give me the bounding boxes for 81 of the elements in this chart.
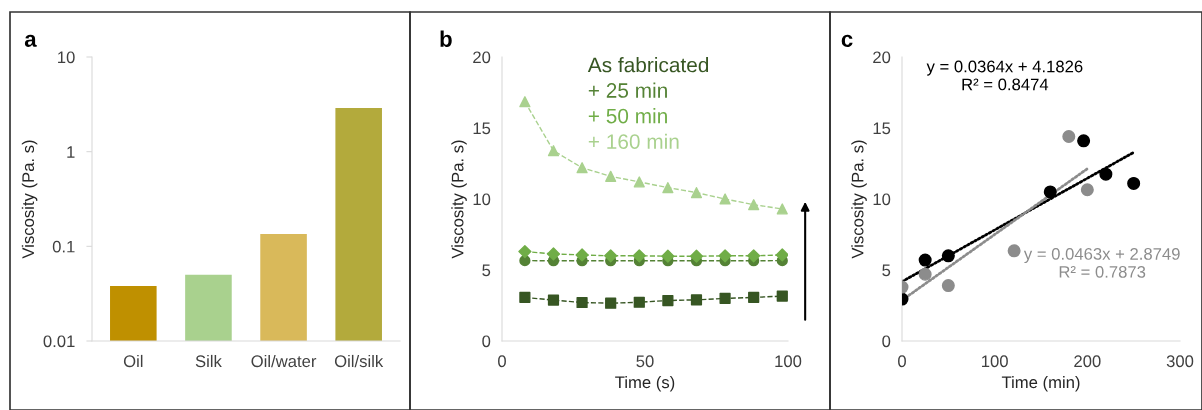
x-tick-label: 300 xyxy=(1166,355,1194,368)
text: + 50 min xyxy=(588,108,667,124)
point xyxy=(1077,134,1091,148)
x-tick-label: Oil/silk xyxy=(334,354,384,368)
y-tick-label: 5 xyxy=(882,264,891,277)
point xyxy=(776,203,788,215)
x-tick-label: Oil xyxy=(123,354,143,368)
y-tick-label: 15 xyxy=(473,122,491,135)
point xyxy=(633,176,645,188)
point xyxy=(519,255,531,267)
y-tick-label: 0.01 xyxy=(43,335,75,348)
point xyxy=(576,296,588,309)
point xyxy=(604,249,618,263)
point xyxy=(1127,176,1141,190)
x-tick-label: 100 xyxy=(982,355,1008,368)
y-tick-label: 1 xyxy=(67,146,75,158)
point xyxy=(605,297,617,309)
y-tick-label: 0.1 xyxy=(52,240,75,253)
point xyxy=(1099,167,1113,181)
point xyxy=(719,292,731,305)
y-tick-label: 0 xyxy=(482,335,491,348)
y-axis-title: Viscosity (Pa. s) xyxy=(851,140,867,259)
x-tick-label: 50 xyxy=(636,355,654,368)
point xyxy=(719,193,731,205)
annotation: y = 0.0463x + 2.8749 R² = 0.7873 xyxy=(1023,248,1180,278)
point xyxy=(718,249,732,263)
x-tick-label: 100 xyxy=(775,355,802,368)
point xyxy=(690,187,703,199)
point xyxy=(941,249,955,263)
point xyxy=(918,267,932,281)
point xyxy=(518,244,532,259)
point xyxy=(546,247,561,261)
y-axis-title: Viscosity (Pa. s) xyxy=(21,140,38,259)
x-tick-label: 0 xyxy=(498,355,506,368)
point xyxy=(1062,130,1076,144)
y-axis-title: Viscosity (Pa. s) xyxy=(451,140,467,259)
y-tick-label: 10 xyxy=(58,51,75,64)
point xyxy=(575,248,589,262)
point xyxy=(547,145,560,157)
point xyxy=(661,249,675,263)
y-tick-label: 5 xyxy=(482,264,491,277)
x-axis-title: Time (s) xyxy=(615,375,675,392)
series-label: + 160 min xyxy=(588,133,679,149)
y-tick-label: 10 xyxy=(473,193,491,206)
point xyxy=(1007,244,1021,258)
point xyxy=(918,253,932,267)
point xyxy=(632,249,646,263)
point xyxy=(748,199,760,211)
chart-title: b xyxy=(440,30,452,47)
point xyxy=(775,248,788,262)
point xyxy=(662,182,674,194)
point xyxy=(576,162,588,174)
x-tick-label: 0 xyxy=(898,355,906,368)
y-tick-label: 20 xyxy=(473,51,491,64)
chart-title: a xyxy=(24,34,37,47)
point xyxy=(547,294,560,306)
x-tick-label: Silk xyxy=(195,354,222,368)
x-axis-title: Time (min) xyxy=(1001,375,1080,392)
point xyxy=(690,294,703,306)
y-tick-label: 15 xyxy=(873,122,891,135)
point xyxy=(747,249,761,263)
y-tick-label: 10 xyxy=(873,193,891,206)
point xyxy=(689,249,704,263)
point xyxy=(1043,185,1057,199)
point xyxy=(1080,183,1094,197)
chart-title: c xyxy=(841,34,853,47)
x-tick-label: 200 xyxy=(1074,355,1101,368)
annotation: y = 0.0364x + 4.1826 R² = 0.8474 xyxy=(926,60,1083,91)
point xyxy=(662,294,674,307)
x-tick-label: Oil/water xyxy=(251,354,317,368)
point xyxy=(605,170,617,182)
y-tick-label: 0 xyxy=(882,335,891,348)
point xyxy=(941,279,955,293)
point xyxy=(776,290,788,302)
point xyxy=(519,96,531,108)
text: As fabricated xyxy=(587,57,709,73)
point xyxy=(748,291,760,304)
text: + 25 min xyxy=(588,82,667,98)
point xyxy=(519,291,531,304)
y-tick-label: 20 xyxy=(873,51,891,64)
point xyxy=(633,296,645,308)
